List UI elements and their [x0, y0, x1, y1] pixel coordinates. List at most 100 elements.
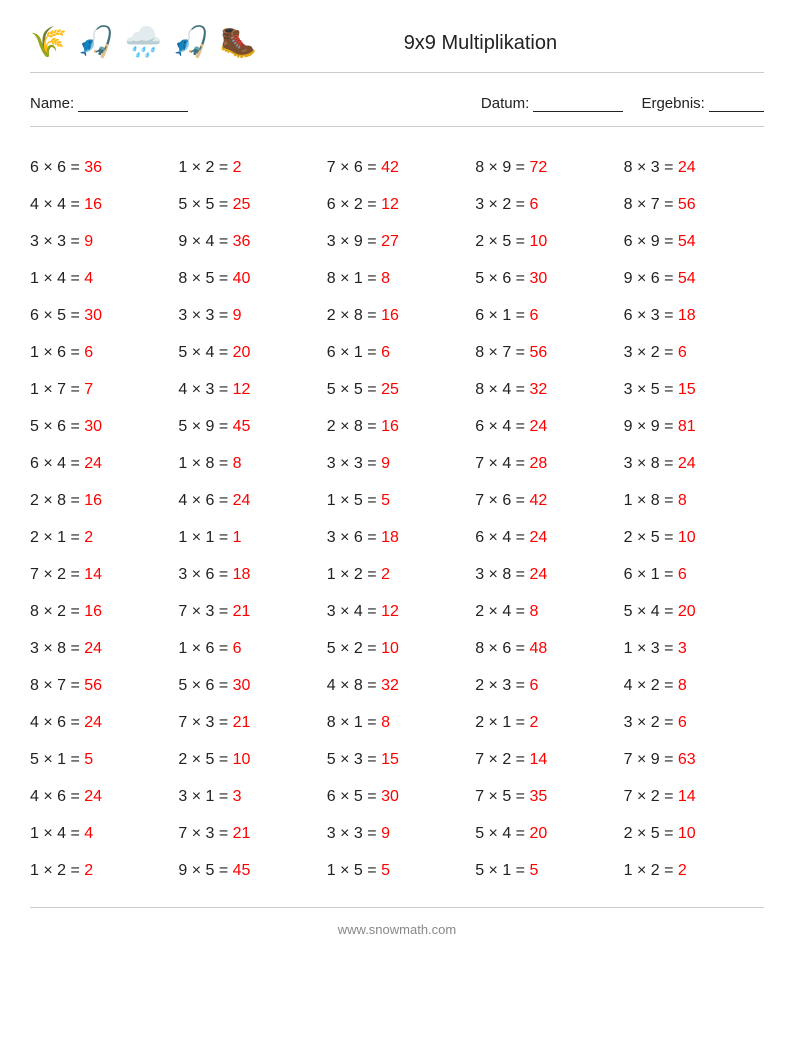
problem-answer: 25 [233, 196, 251, 213]
score-blank[interactable] [709, 97, 764, 112]
problem-expression: 3 × 1 = [178, 788, 232, 805]
problem-expression: 3 × 9 = [327, 233, 381, 250]
problem-expression: 1 × 3 = [624, 640, 678, 657]
problem-expression: 2 × 5 = [178, 751, 232, 768]
problem: 1 × 4 = 4 [30, 815, 170, 852]
problem-expression: 4 × 2 = [624, 677, 678, 694]
problem: 5 × 1 = 5 [475, 852, 615, 889]
problem: 6 × 4 = 24 [475, 408, 615, 445]
problem: 4 × 3 = 12 [178, 371, 318, 408]
problem-expression: 7 × 2 = [475, 751, 529, 768]
problem-expression: 9 × 5 = [178, 862, 232, 879]
problem-answer: 16 [381, 307, 399, 324]
problem-expression: 7 × 3 = [178, 603, 232, 620]
problem-answer: 32 [381, 677, 399, 694]
problem-answer: 20 [678, 603, 696, 620]
problem-expression: 6 × 2 = [327, 196, 381, 213]
problem: 1 × 6 = 6 [178, 630, 318, 667]
problem-answer: 2 [529, 714, 538, 731]
problem-expression: 8 × 7 = [624, 196, 678, 213]
problem-expression: 2 × 8 = [327, 418, 381, 435]
problem-answer: 16 [84, 492, 102, 509]
boot-icon: 🥾 [219, 28, 256, 58]
problem-expression: 6 × 6 = [30, 159, 84, 176]
problem: 5 × 5 = 25 [178, 186, 318, 223]
problem-answer: 24 [529, 418, 547, 435]
problem-expression: 5 × 1 = [30, 751, 84, 768]
problem-answer: 2 [233, 159, 242, 176]
problem-expression: 2 × 8 = [30, 492, 84, 509]
problem: 7 × 3 = 21 [178, 704, 318, 741]
problem-column: 6 × 6 = 364 × 4 = 163 × 3 = 91 × 4 = 46 … [30, 149, 170, 889]
problem-grid: 6 × 6 = 364 × 4 = 163 × 3 = 91 × 4 = 46 … [30, 127, 764, 908]
problem-expression: 7 × 4 = [475, 455, 529, 472]
problem-expression: 3 × 8 = [624, 455, 678, 472]
problem: 5 × 6 = 30 [475, 260, 615, 297]
problem-expression: 5 × 6 = [30, 418, 84, 435]
problem-answer: 8 [529, 603, 538, 620]
problem: 1 × 2 = 2 [624, 852, 764, 889]
problem: 7 × 3 = 21 [178, 815, 318, 852]
problem-answer: 8 [381, 714, 390, 731]
date-blank[interactable] [533, 97, 623, 112]
problem-expression: 5 × 2 = [327, 640, 381, 657]
problem-expression: 5 × 4 = [624, 603, 678, 620]
problem-expression: 9 × 9 = [624, 418, 678, 435]
problem-expression: 7 × 2 = [30, 566, 84, 583]
problem-expression: 1 × 4 = [30, 270, 84, 287]
problem-answer: 15 [381, 751, 399, 768]
problem-answer: 2 [678, 862, 687, 879]
problem: 2 × 5 = 10 [624, 815, 764, 852]
problem: 3 × 2 = 6 [624, 334, 764, 371]
problem: 7 × 2 = 14 [475, 741, 615, 778]
problem: 2 × 5 = 10 [624, 519, 764, 556]
problem: 5 × 2 = 10 [327, 630, 467, 667]
problem: 7 × 4 = 28 [475, 445, 615, 482]
problem-answer: 6 [678, 344, 687, 361]
problem-expression: 1 × 8 = [178, 455, 232, 472]
problem-expression: 8 × 1 = [327, 714, 381, 731]
problem-answer: 18 [678, 307, 696, 324]
problem-answer: 56 [678, 196, 696, 213]
problem-answer: 5 [381, 492, 390, 509]
problem: 1 × 3 = 3 [624, 630, 764, 667]
problem-expression: 1 × 8 = [624, 492, 678, 509]
problem-answer: 21 [233, 714, 251, 731]
problem-answer: 45 [233, 862, 251, 879]
page-title: 9x9 Multiplikation [257, 32, 764, 55]
problem: 3 × 8 = 24 [624, 445, 764, 482]
problem-expression: 5 × 5 = [178, 196, 232, 213]
problem-expression: 6 × 4 = [30, 455, 84, 472]
name-blank[interactable] [78, 97, 188, 112]
problem-expression: 1 × 4 = [30, 825, 84, 842]
problem: 1 × 2 = 2 [178, 149, 318, 186]
problem: 3 × 2 = 6 [624, 704, 764, 741]
problem-answer: 30 [84, 307, 102, 324]
problem-answer: 42 [381, 159, 399, 176]
problem-answer: 2 [84, 862, 93, 879]
problem-answer: 35 [529, 788, 547, 805]
problem-expression: 2 × 5 = [624, 825, 678, 842]
problem-answer: 12 [381, 603, 399, 620]
problem-answer: 6 [381, 344, 390, 361]
problem: 8 × 9 = 72 [475, 149, 615, 186]
problem: 5 × 6 = 30 [178, 667, 318, 704]
problem: 9 × 5 = 45 [178, 852, 318, 889]
problem: 1 × 6 = 6 [30, 334, 170, 371]
problem: 8 × 6 = 48 [475, 630, 615, 667]
meta-right: Datum: Ergebnis: [481, 95, 764, 112]
problem: 7 × 6 = 42 [475, 482, 615, 519]
problem: 4 × 6 = 24 [30, 704, 170, 741]
problem-answer: 63 [678, 751, 696, 768]
problem-expression: 5 × 4 = [178, 344, 232, 361]
problem-answer: 8 [381, 270, 390, 287]
problem-expression: 2 × 4 = [475, 603, 529, 620]
score-label: Ergebnis: [641, 95, 764, 112]
problem-expression: 2 × 5 = [624, 529, 678, 546]
problem: 6 × 1 = 6 [624, 556, 764, 593]
problem-answer: 10 [678, 529, 696, 546]
problem-expression: 6 × 3 = [624, 307, 678, 324]
problem-expression: 6 × 4 = [475, 418, 529, 435]
problem-answer: 6 [678, 714, 687, 731]
problem-expression: 7 × 3 = [178, 714, 232, 731]
